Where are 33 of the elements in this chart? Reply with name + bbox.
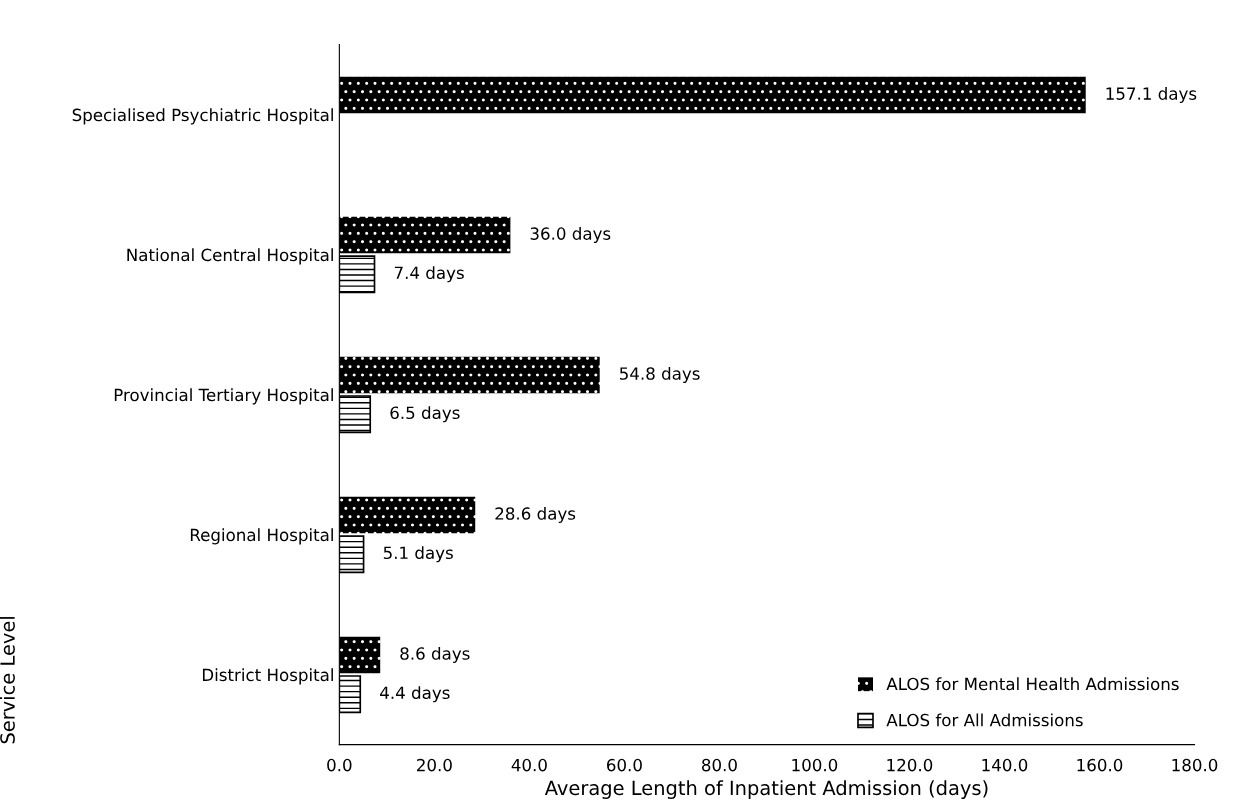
data-label: 36.0 days (530, 226, 611, 244)
y-tick-label: District Hospital (202, 668, 333, 685)
legend-label: ALOS for Mental Health Admissions (886, 677, 1179, 691)
x-tick-label: 80.0 (702, 758, 737, 772)
x-tick-label: 20.0 (417, 758, 452, 772)
data-label: 8.6 days (400, 646, 470, 664)
bar (339, 76, 1086, 114)
data-label: 5.1 days (383, 546, 453, 563)
x-tick-label: 40.0 (511, 758, 547, 772)
x-tick-label: 100.0 (792, 758, 838, 772)
x-tick-label: 60.0 (607, 758, 642, 772)
y-tick-label: Regional Hospital (190, 528, 333, 545)
bar (339, 356, 600, 394)
x-tick-label: 0.0 (327, 758, 352, 772)
data-label: 28.6 days (495, 506, 576, 524)
x-tick-label: 160.0 (1077, 758, 1123, 772)
legend-label: ALOS for All Admissions (886, 713, 1083, 727)
bar (339, 496, 476, 534)
x-tick-label: 180.0 (1172, 758, 1218, 772)
data-label: 157.1 days (1106, 86, 1197, 104)
data-label: 54.8 days (619, 366, 700, 384)
data-label: 4.4 days (380, 686, 450, 703)
x-tick-label: 120.0 (887, 758, 933, 772)
y-axis-title: Service Level (0, 617, 15, 744)
data-label: 6.5 days (390, 406, 460, 423)
bar (339, 636, 381, 674)
x-tick-label: 140.0 (982, 758, 1028, 772)
y-tick-label: Provincial Tertiary Hospital (114, 388, 333, 405)
y-tick-label: Specialised Psychiatric Hospital (72, 108, 333, 125)
data-label: 7.4 days (394, 266, 464, 283)
y-tick-label: National Central Hospital (127, 248, 333, 265)
x-axis-title: Average Length of Inpatient Admission (days) (544, 780, 988, 799)
bar (339, 216, 511, 254)
